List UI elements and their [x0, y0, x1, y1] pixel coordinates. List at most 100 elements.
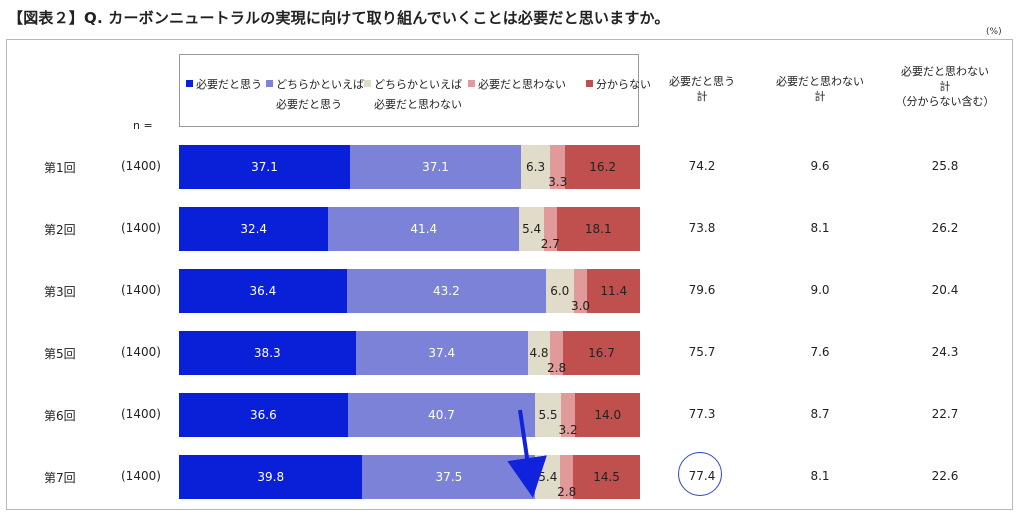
bar-segment [179, 145, 351, 189]
total-value: 75.7 [688, 345, 716, 359]
column-header-line: 必要だと思う [669, 75, 735, 88]
data-label: 2.8 [557, 485, 577, 499]
data-label: 32.4 [240, 222, 268, 236]
n-label: n = [133, 119, 153, 132]
chart-title: 【図表２】Q. カーボンニュートラルの実現に向けて取り組んでいくことは必要だと思… [8, 9, 670, 27]
legend-label: 必要だと思わない [374, 98, 462, 111]
bar-segment [587, 269, 640, 313]
total-value: 77.3 [688, 407, 716, 421]
bar-segment [550, 331, 563, 375]
category-label: 第3回 [44, 285, 76, 299]
chart-frame [6, 39, 1013, 510]
legend-swatch [468, 80, 475, 87]
legend-label: 必要だと思う [196, 78, 262, 91]
data-label: 39.8 [257, 470, 285, 484]
sample-size-label: (1400) [121, 159, 161, 173]
legend-label: どちらかといえば [276, 78, 364, 91]
bar-segment [347, 393, 536, 437]
data-label: 6.0 [550, 284, 570, 298]
data-label: 3.2 [558, 423, 578, 437]
category-label: 第7回 [44, 471, 76, 485]
sample-size-label: (1400) [121, 407, 161, 421]
bar-segment [355, 331, 528, 375]
data-label: 37.1 [422, 160, 449, 174]
data-label: 4.8 [529, 346, 549, 360]
total-value: 8.1 [810, 469, 830, 483]
data-label: 37.5 [435, 470, 463, 484]
data-label: 41.4 [410, 222, 438, 236]
bar-segment [560, 455, 574, 499]
bar-segment [362, 455, 536, 499]
legend-label: 分からない [596, 78, 651, 91]
bar-segment [565, 145, 640, 189]
data-label: 14.0 [594, 408, 622, 422]
data-label: 16.2 [589, 160, 617, 174]
bar-segment [544, 207, 557, 251]
data-label: 5.5 [538, 408, 558, 422]
legend-swatch [364, 80, 371, 87]
total-value: 73.8 [688, 221, 716, 235]
stacked-bar [179, 455, 640, 499]
data-label: 2.8 [547, 361, 567, 375]
column-header: 必要だと思う計 [637, 74, 767, 104]
legend-item: 必要だと思わない [468, 75, 566, 95]
data-label: 3.0 [570, 299, 591, 313]
bar-segment [556, 207, 640, 251]
bar-segment [328, 207, 520, 251]
column-header-line: 計 [814, 90, 826, 103]
category-label: 第2回 [44, 223, 76, 237]
data-label: 36.6 [250, 408, 277, 422]
legend-swatch [586, 80, 593, 87]
column-header-line: 必要だと思わない [901, 65, 989, 78]
legend-label: どちらかといえば [374, 78, 462, 91]
bar-segment [575, 393, 640, 437]
bar-segment [545, 269, 574, 313]
bar-segment [535, 393, 561, 437]
unit-label: (%) [986, 27, 1002, 37]
stacked-bar [179, 207, 640, 251]
bar-segment [179, 393, 348, 437]
total-value: 9.0 [810, 283, 830, 297]
total-value: 22.6 [931, 469, 959, 483]
bar-segment [346, 269, 546, 313]
bar-segment [521, 145, 551, 189]
bar-segment [350, 145, 522, 189]
bar-segment [563, 331, 640, 375]
data-label: 6.3 [526, 160, 546, 174]
data-label: 16.7 [588, 346, 615, 360]
legend-swatch [186, 80, 193, 87]
bar-segment [519, 207, 545, 251]
data-label: 37.1 [251, 160, 278, 174]
legend-item: 分からない [586, 75, 651, 95]
data-label: 2.7 [540, 237, 560, 251]
stacked-bar [179, 269, 640, 313]
total-value: 8.1 [810, 221, 830, 235]
total-value: 20.4 [931, 283, 959, 297]
column-header-line: 計 [696, 90, 708, 103]
data-label: 36.4 [249, 284, 277, 298]
total-value: 8.7 [810, 407, 830, 421]
legend-item: どちらかといえば 必要だと思わない [364, 75, 462, 115]
column-header-line: 計 [939, 80, 951, 93]
data-label: 5.4 [522, 222, 542, 236]
data-label: 43.2 [433, 284, 460, 298]
stacked-bar [179, 393, 640, 437]
legend: 必要だと思う どちらかといえば 必要だと思う どちらかといえば 必要だと思わない 必要だと… [179, 54, 651, 127]
sample-size-label: (1400) [121, 469, 161, 483]
total-value: 7.6 [810, 345, 830, 359]
column-header-line: 必要だと思わない [776, 75, 864, 88]
data-label: 38.3 [253, 346, 281, 360]
total-value: 74.2 [688, 159, 716, 173]
stacked-bar [179, 145, 640, 189]
column-header: 必要だと思わない計 （分からない含む） [880, 64, 1010, 109]
bar-segment [573, 269, 588, 313]
data-label: 18.1 [584, 222, 612, 236]
sample-size-label: (1400) [121, 345, 161, 359]
total-value: 22.7 [931, 407, 959, 421]
data-label: 14.5 [593, 470, 620, 484]
legend-item: どちらかといえば 必要だと思う [266, 75, 364, 115]
sample-size-label: (1400) [121, 221, 161, 235]
legend-item: 必要だと思う [186, 75, 262, 95]
bar-segment [179, 331, 356, 375]
